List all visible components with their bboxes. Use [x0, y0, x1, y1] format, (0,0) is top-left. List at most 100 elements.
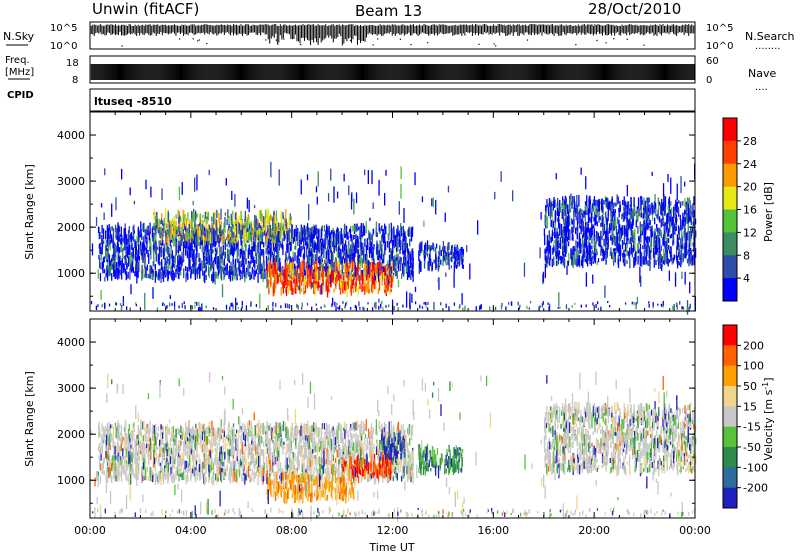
range-gate-mark	[117, 243, 119, 250]
range-gate-mark	[240, 220, 242, 231]
nsky-dot	[478, 43, 480, 45]
range-gate-mark	[399, 259, 402, 272]
range-gate-mark	[449, 257, 452, 261]
range-gate-mark	[257, 242, 259, 254]
range-gate-mark	[142, 236, 144, 245]
range-gate-mark	[195, 223, 197, 229]
range-gate-mark	[120, 226, 122, 237]
range-gate-mark	[633, 234, 635, 242]
range-gate-mark	[173, 258, 175, 264]
range-gate-mark	[221, 266, 223, 271]
range-gate-mark	[327, 238, 329, 247]
range-gate-mark	[573, 206, 575, 218]
range-gate-mark	[182, 212, 185, 224]
range-gate-mark	[598, 236, 600, 247]
range-gate-mark	[309, 251, 311, 257]
range-gate-mark	[269, 257, 272, 265]
range-gate-mark	[181, 234, 183, 247]
range-gate-mark	[326, 274, 328, 283]
range-gate-mark	[619, 224, 621, 234]
range-gate-mark	[379, 266, 382, 271]
range-gate-mark	[223, 222, 225, 233]
range-gate-mark	[236, 237, 238, 249]
range-gate-mark	[195, 263, 197, 269]
range-gate-mark	[267, 260, 270, 272]
range-gate-mark	[285, 218, 287, 229]
range-gate-mark	[308, 260, 310, 270]
range-gate-mark	[359, 225, 361, 234]
range-gate-mark	[633, 196, 635, 207]
range-gate-mark	[135, 256, 137, 266]
range-gate-mark	[686, 231, 689, 241]
range-gate-mark	[331, 273, 333, 281]
range-gate-mark	[263, 216, 265, 228]
range-gate-mark	[382, 239, 384, 243]
range-gate-mark	[99, 232, 101, 237]
range-gate-mark	[303, 269, 306, 282]
range-gate-mark	[569, 208, 572, 213]
nave-label: Nave	[748, 67, 776, 80]
range-gate-mark	[105, 250, 107, 258]
range-gate-mark	[290, 216, 292, 221]
range-gate-mark	[265, 209, 267, 219]
range-gate-mark	[290, 232, 292, 242]
range-gate-mark	[250, 231, 252, 238]
range-gate-mark	[403, 250, 405, 258]
range-gate-mark	[115, 227, 117, 239]
range-gate-mark	[364, 238, 366, 247]
range-gate-mark	[385, 225, 387, 235]
nsky-dot	[495, 45, 497, 47]
range-gate-mark	[667, 200, 670, 205]
range-gate-mark	[363, 257, 365, 264]
range-gate-mark	[266, 234, 269, 242]
range-gate-mark	[368, 283, 370, 290]
range-gate-mark	[186, 228, 188, 241]
range-gate-mark	[684, 234, 687, 246]
range-gate-mark	[220, 267, 222, 279]
range-gate-mark	[328, 289, 330, 293]
range-gate-mark	[340, 249, 342, 259]
range-gate-mark	[248, 228, 250, 235]
range-gate-mark	[319, 270, 321, 283]
range-gate-mark	[304, 228, 307, 238]
range-gate-mark	[296, 255, 298, 262]
range-gate-mark	[369, 246, 371, 258]
range-gate-mark	[185, 246, 187, 256]
range-gate-mark	[636, 206, 638, 214]
range-gate-mark	[633, 240, 635, 248]
range-gate-mark	[191, 211, 194, 223]
range-gate-mark	[570, 218, 573, 225]
range-gate-mark	[217, 236, 219, 244]
range-gate-mark	[694, 218, 697, 225]
range-gate-mark	[287, 242, 290, 253]
range-gate-mark	[564, 218, 566, 228]
range-gate-mark	[685, 246, 687, 257]
range-gate-mark	[100, 248, 103, 255]
range-gate-mark	[366, 238, 369, 245]
range-gate-mark	[204, 257, 206, 267]
range-gate-mark	[199, 242, 201, 250]
range-gate-mark	[600, 222, 602, 227]
range-gate-mark	[316, 272, 319, 282]
range-gate-mark	[276, 234, 278, 246]
range-gate-mark	[362, 223, 364, 234]
range-gate-mark	[412, 250, 414, 260]
range-gate-mark	[128, 248, 131, 256]
range-gate-mark	[227, 254, 229, 261]
range-gate-mark	[180, 229, 182, 234]
range-gate-mark	[554, 234, 557, 239]
range-gate-mark	[684, 198, 686, 207]
range-gate-mark	[354, 281, 357, 293]
range-gate-mark	[612, 251, 614, 263]
range-gate-mark	[664, 222, 666, 227]
range-gate-mark	[367, 283, 369, 294]
range-gate-mark	[669, 235, 672, 239]
range-gate-mark	[576, 195, 578, 205]
range-gate-mark	[615, 247, 617, 251]
range-gate-mark	[456, 250, 458, 254]
range-gate-mark	[446, 253, 449, 259]
range-gate-mark	[399, 256, 401, 265]
nsky-dot	[613, 38, 615, 40]
range-gate-mark	[164, 220, 167, 231]
range-gate-mark	[263, 241, 265, 248]
